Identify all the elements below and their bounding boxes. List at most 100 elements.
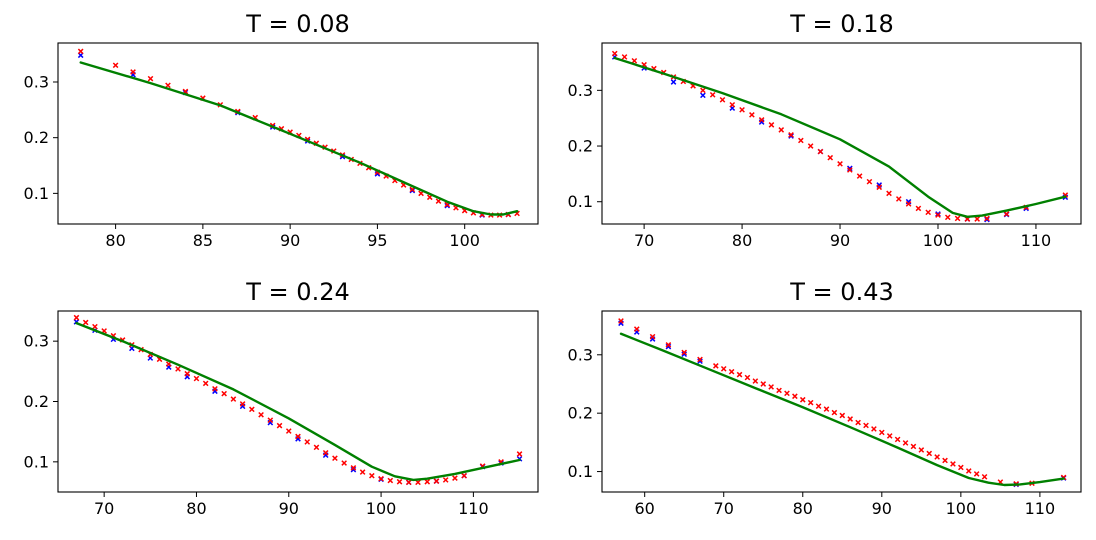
subplot-title: T = 0.08 (245, 10, 349, 38)
x-tick-label: 80 (105, 231, 125, 250)
axes-frame (601, 42, 1082, 225)
red-marker (112, 62, 119, 69)
red-marker (212, 385, 218, 392)
red-marker (739, 107, 745, 113)
plot-area (73, 314, 523, 486)
red-marker (193, 375, 200, 382)
red-marker (944, 214, 951, 221)
red-marker (934, 454, 940, 460)
x-tick-label: 100 (366, 499, 397, 518)
red-marker (752, 378, 759, 384)
y-tick-label: 0.1 (24, 452, 49, 471)
x-tick-label: 100 (449, 231, 480, 250)
y-tick-label: 0.1 (24, 184, 49, 203)
red-marker (73, 314, 80, 321)
red-marker (82, 319, 89, 326)
red-marker (984, 215, 990, 222)
blue-marker (681, 351, 688, 358)
y-tick-label: 0.3 (24, 72, 49, 91)
red-marker (230, 396, 237, 402)
red-marker (712, 363, 719, 369)
model-line (75, 321, 521, 482)
red-marker (378, 475, 384, 482)
red-marker (405, 479, 412, 486)
red-marker (461, 472, 467, 479)
red-marker (424, 478, 431, 485)
red-marker (863, 422, 869, 429)
red-marker (249, 406, 255, 413)
red-marker (866, 178, 873, 185)
blue-marker (350, 466, 357, 473)
red-marker (758, 117, 765, 123)
red-marker (258, 411, 264, 418)
red-marker (886, 433, 893, 439)
subplot-t-0-18: T = 0.18 70 80 90 100 110 0.1 0.2 0.3 (568, 10, 1082, 250)
red-marker (1003, 211, 1010, 217)
red-marker (876, 184, 883, 191)
red-marker (915, 205, 922, 212)
axis-ticks: 80 85 90 95 100 0.1 0.2 0.3 (24, 72, 480, 250)
subplot-title: T = 0.43 (789, 278, 893, 306)
blue-marker (409, 187, 416, 194)
red-marker (817, 148, 824, 155)
blue-marker (697, 358, 703, 365)
red-marker (649, 333, 656, 340)
y-tick-label: 0.3 (568, 345, 593, 364)
red-marker (910, 443, 917, 450)
red-marker (442, 477, 449, 483)
red-marker (332, 455, 338, 462)
red-marker (736, 371, 743, 378)
red-marker (902, 440, 909, 446)
model-line (79, 61, 519, 216)
red-marker (369, 472, 375, 479)
red-marker (855, 419, 861, 426)
x-tick-label: 100 (946, 499, 977, 518)
red-marker (728, 368, 735, 375)
red-marker (130, 69, 136, 75)
red-marker (974, 216, 980, 222)
red-marker (749, 112, 755, 118)
red-marker (452, 475, 458, 481)
y-tick-label: 0.1 (568, 192, 593, 211)
red-marker (950, 461, 956, 467)
x-tick-label: 80 (732, 231, 752, 250)
red-marker (621, 54, 628, 60)
y-tick-label: 0.2 (568, 404, 593, 423)
x-tick-label: 85 (193, 231, 213, 250)
red-marker (322, 449, 329, 456)
red-marker (760, 381, 767, 387)
red-marker (313, 444, 320, 451)
y-tick-label: 0.1 (568, 462, 593, 481)
red-marker (396, 478, 403, 485)
red-marker (304, 439, 311, 445)
red-marker (665, 342, 672, 348)
red-marker (792, 393, 798, 400)
plot-area (77, 48, 520, 218)
red-marker (175, 366, 181, 372)
red-marker (433, 478, 440, 484)
red-marker (768, 384, 774, 390)
red-marker (886, 190, 892, 197)
red-marker (184, 370, 191, 377)
red-marker (784, 390, 790, 397)
red-marker (633, 326, 640, 332)
red-marker (681, 349, 688, 356)
x-tick-label: 70 (714, 499, 734, 518)
red-marker (799, 396, 806, 403)
red-marker (618, 318, 624, 324)
axes-frame (57, 42, 539, 225)
red-marker (276, 422, 283, 429)
red-marker (965, 468, 972, 474)
red-marker (815, 403, 822, 410)
y-tick-label: 0.2 (24, 128, 49, 147)
red-marker (856, 173, 863, 179)
blue-marker (788, 133, 794, 139)
red-marker (871, 426, 877, 432)
red-marker (768, 122, 775, 128)
red-marker (709, 91, 716, 98)
red-marker (359, 469, 366, 475)
red-marker (778, 127, 785, 133)
blue-marker (670, 79, 677, 85)
red-marker (729, 101, 736, 108)
red-marker (846, 167, 853, 173)
